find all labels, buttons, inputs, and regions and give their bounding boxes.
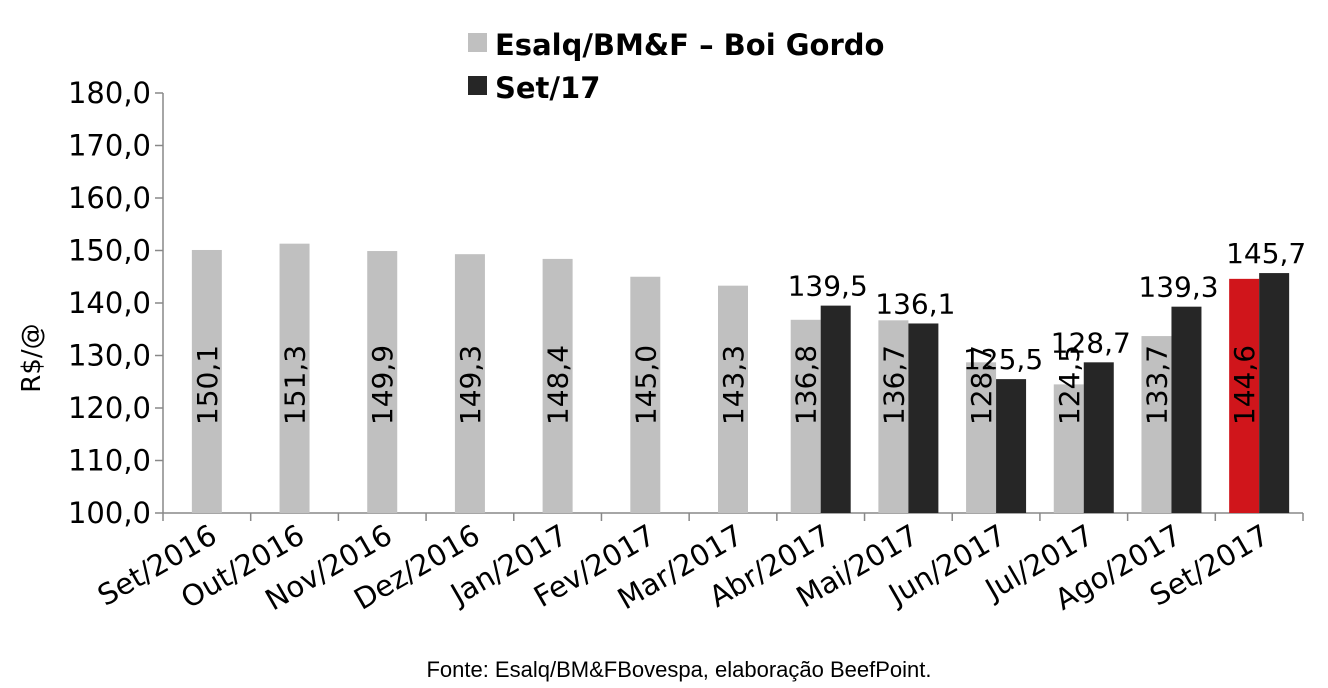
data-label-set17: 139,3 bbox=[1138, 271, 1218, 304]
data-label-esalq: 136,8 bbox=[790, 345, 823, 425]
legend-label-set17: Set/17 bbox=[495, 71, 600, 105]
data-label-set17: 125,5 bbox=[963, 343, 1043, 376]
y-axis-label: R$/@ bbox=[17, 323, 47, 392]
bar-esalq bbox=[718, 285, 748, 513]
data-label-set17: 136,1 bbox=[875, 287, 955, 320]
data-label-esalq: 133,7 bbox=[1140, 345, 1173, 425]
bar-esalq bbox=[630, 276, 661, 513]
bar-set17 bbox=[1171, 306, 1202, 513]
y-tick-label: 180,0 bbox=[68, 76, 151, 110]
data-label-esalq: 124,5 bbox=[1053, 345, 1086, 425]
y-tick-label: 160,0 bbox=[68, 181, 151, 215]
y-tick-label: 140,0 bbox=[68, 286, 151, 320]
y-tick-label: 130,0 bbox=[68, 339, 151, 373]
bar-esalq bbox=[966, 362, 997, 513]
bar-set17 bbox=[996, 379, 1027, 513]
y-tick-label: 150,0 bbox=[68, 234, 151, 268]
legend-swatch-esalq bbox=[468, 33, 487, 52]
bars bbox=[191, 243, 1290, 514]
data-label-set17: 128,7 bbox=[1051, 326, 1131, 359]
bar-esalq bbox=[191, 249, 222, 513]
y-tick-label: 170,0 bbox=[68, 129, 151, 163]
data-label-esalq: 128,7 bbox=[965, 345, 998, 425]
bar-set17 bbox=[908, 323, 939, 513]
data-label-set17: 145,7 bbox=[1226, 237, 1306, 270]
bar-esalq bbox=[1053, 384, 1084, 513]
data-label-esalq: 149,9 bbox=[366, 345, 399, 425]
data-label-set17: 139,5 bbox=[788, 270, 868, 303]
bar-esalq bbox=[279, 243, 310, 514]
legend-swatch-set17 bbox=[468, 76, 487, 95]
data-label-esalq: 143,3 bbox=[717, 345, 750, 425]
bar-esalq bbox=[790, 319, 821, 513]
data-label-esalq: 136,7 bbox=[877, 345, 910, 425]
legend: Esalq/BM&F – Boi Gordo Set/17 bbox=[468, 28, 884, 105]
bar-set17 bbox=[1259, 273, 1290, 513]
data-label-esalq: 148,4 bbox=[542, 345, 575, 425]
bar-esalq bbox=[878, 320, 909, 513]
y-tick-label: 100,0 bbox=[68, 496, 151, 530]
data-label-esalq: 151,3 bbox=[279, 345, 312, 425]
data-labels: 150,1 151,3 149,9 149,3 148,4 145,0 143,3 136,8… bbox=[191, 237, 1306, 425]
bar-esalq bbox=[454, 254, 485, 514]
data-label-esalq: 145,0 bbox=[629, 345, 662, 425]
data-label-esalq: 149,3 bbox=[454, 345, 487, 425]
bar-esalq bbox=[542, 258, 573, 513]
y-tick-label: 110,0 bbox=[68, 444, 151, 478]
legend-label-esalq: Esalq/BM&F – Boi Gordo bbox=[495, 28, 884, 62]
bar-esalq bbox=[1229, 278, 1260, 513]
bar-set17 bbox=[820, 305, 851, 513]
data-label-esalq: 144,6 bbox=[1228, 345, 1261, 425]
bar-set17 bbox=[1083, 362, 1114, 513]
bar-esalq bbox=[1141, 336, 1172, 513]
y-tick-label: 120,0 bbox=[68, 391, 151, 425]
bar-esalq bbox=[367, 251, 398, 513]
data-label-esalq: 150,1 bbox=[191, 345, 224, 425]
source-note: Fonte: Esalq/BM&FBovespa, elaboração Bee… bbox=[426, 657, 931, 682]
